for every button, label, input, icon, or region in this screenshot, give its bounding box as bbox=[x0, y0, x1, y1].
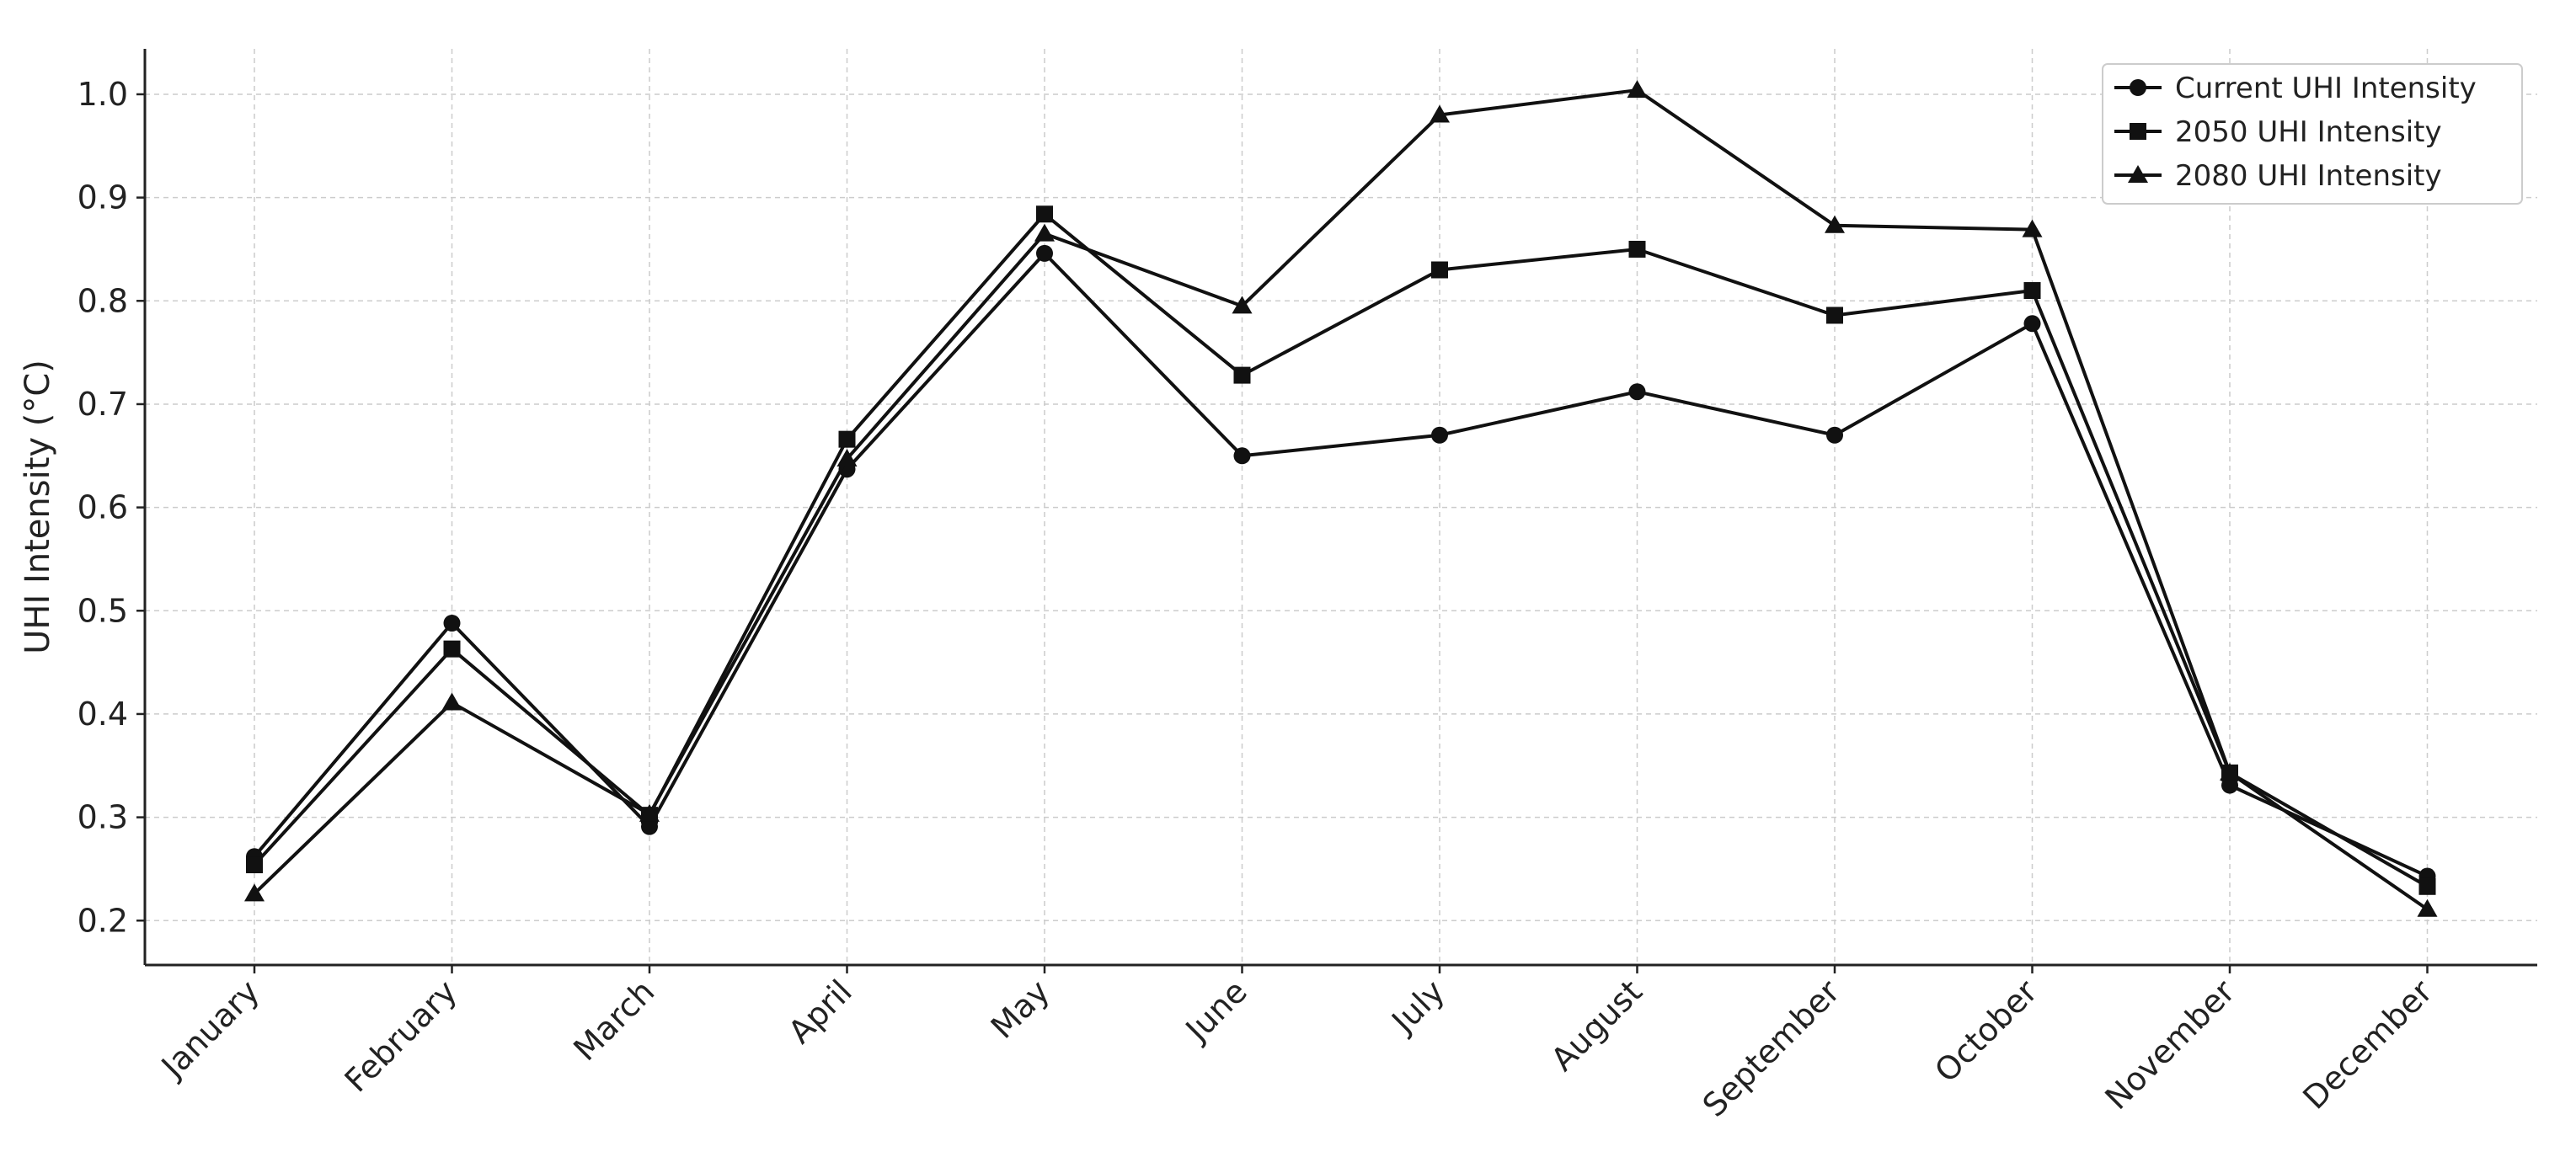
data-point bbox=[639, 803, 660, 822]
data-point bbox=[2418, 877, 2436, 895]
data-point bbox=[2023, 282, 2041, 300]
y-tick-label: 0.9 bbox=[77, 179, 128, 216]
data-point bbox=[443, 640, 461, 658]
data-point bbox=[1233, 447, 1251, 465]
data-point bbox=[246, 856, 263, 874]
y-tick-label: 0.3 bbox=[77, 799, 128, 836]
y-tick-label: 0.4 bbox=[77, 696, 128, 733]
data-point bbox=[836, 448, 858, 467]
legend-label: 2080 UHI Intensity bbox=[2175, 159, 2442, 193]
y-tick-label: 0.7 bbox=[77, 386, 128, 423]
series-line bbox=[253, 88, 2429, 911]
x-tick-label: June bbox=[1178, 973, 1254, 1049]
legend-label: Current UHI Intensity bbox=[2175, 72, 2477, 105]
legend-box bbox=[2102, 63, 2523, 205]
series-1 bbox=[246, 244, 2436, 885]
data-point bbox=[838, 430, 856, 448]
data-point bbox=[2022, 219, 2043, 237]
data-point bbox=[1627, 80, 1648, 99]
x-tick-label: November bbox=[2098, 973, 2242, 1117]
x-tick-label: October bbox=[1927, 973, 2044, 1090]
data-point bbox=[1826, 426, 1843, 444]
data-point bbox=[1628, 383, 1646, 401]
data-point bbox=[1431, 426, 1448, 444]
legend-marker bbox=[2128, 165, 2148, 183]
series-line bbox=[253, 251, 2429, 878]
grid bbox=[145, 49, 2537, 965]
series-line bbox=[253, 212, 2429, 888]
data-point bbox=[1431, 261, 1448, 279]
legend-marker bbox=[2130, 79, 2146, 96]
x-tick-label: April bbox=[781, 973, 859, 1051]
data-point bbox=[1034, 223, 1055, 242]
legend-label: 2050 UHI Intensity bbox=[2175, 115, 2442, 149]
x-tick-label: February bbox=[338, 973, 464, 1099]
data-point bbox=[443, 614, 461, 632]
x-tick-label: March bbox=[566, 973, 661, 1068]
data-point bbox=[2023, 315, 2041, 333]
data-point bbox=[1036, 205, 1053, 223]
data-point bbox=[1233, 366, 1251, 384]
x-tick-label: July bbox=[1384, 973, 1452, 1041]
legend: Current UHI Intensity 2050 UHI Intensity 2… bbox=[2102, 63, 2523, 205]
x-tick-label: December bbox=[2295, 973, 2440, 1117]
y-tick-label: 0.2 bbox=[77, 902, 128, 939]
legend-marker bbox=[2130, 123, 2146, 140]
series-2 bbox=[246, 205, 2436, 895]
y-tick-label: 0.5 bbox=[77, 592, 128, 629]
axes: 0.2 0.3 0.4 0.5 0.6 0.7 0.8 0.9 1.0 January Februa… bbox=[19, 49, 2537, 1124]
x-tick-label: September bbox=[1696, 973, 1847, 1124]
y-tick-label: 0.8 bbox=[77, 282, 128, 319]
data-point bbox=[1036, 244, 1053, 262]
data-point bbox=[244, 883, 265, 902]
data-point bbox=[1430, 104, 1450, 123]
y-axis-label: UHI Intensity (°C) bbox=[19, 360, 57, 654]
x-tick-label: January bbox=[153, 973, 266, 1085]
data-point bbox=[1825, 215, 1845, 233]
y-tick-label: 0.6 bbox=[77, 489, 128, 526]
data-point bbox=[2220, 762, 2240, 781]
series-3 bbox=[244, 80, 2438, 917]
series-group bbox=[244, 80, 2438, 917]
y-tick-label: 1.0 bbox=[77, 76, 128, 113]
x-tick-label: August bbox=[1544, 973, 1649, 1078]
x-tick-label: May bbox=[984, 973, 1057, 1046]
data-point bbox=[1232, 296, 1253, 314]
data-point bbox=[2417, 898, 2438, 917]
data-point bbox=[1628, 240, 1646, 258]
data-point bbox=[441, 692, 462, 711]
data-point bbox=[1826, 307, 1843, 324]
